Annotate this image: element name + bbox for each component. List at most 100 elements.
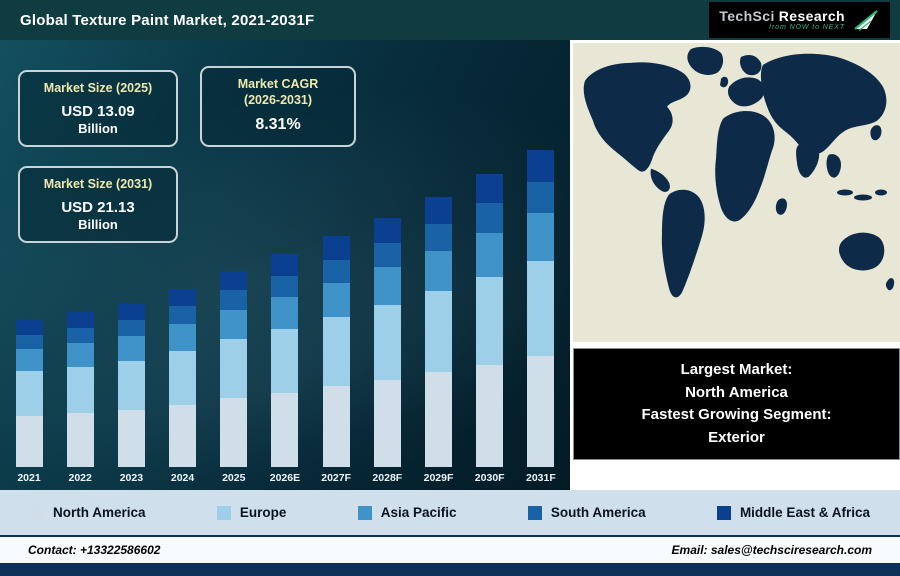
- region-madagascar: [775, 198, 787, 215]
- bar-segment-europe: [15, 371, 43, 416]
- region-southeast-asia: [826, 154, 841, 178]
- bar-segment-north-america: [425, 372, 452, 467]
- legend-item-north-america: North America: [30, 505, 146, 520]
- bar-segment-middle-east-africa: [117, 303, 145, 320]
- logo-tagline: from NOW to NEXT: [769, 24, 845, 32]
- legend-label-middle-east-africa: Middle East & Africa: [739, 505, 870, 520]
- market-size-2025-unit: Billion: [78, 121, 118, 137]
- bar-segment-europe: [220, 339, 248, 399]
- logo-brand-primary: TechSci: [719, 7, 775, 24]
- bar-segment-asia-pacific: [15, 349, 43, 372]
- bar-segment-europe: [476, 276, 504, 365]
- bar-segment-north-america: [476, 364, 504, 467]
- bar-segment-south-america: [15, 334, 43, 350]
- x-axis-label: 2030F: [474, 472, 505, 484]
- stacked-bar: [169, 288, 197, 467]
- stacked-bar: [66, 312, 94, 467]
- bar-segment-middle-east-africa: [373, 217, 401, 243]
- bar-group-2029f: 2029F: [423, 196, 454, 484]
- bar-segment-north-america: [220, 398, 248, 467]
- x-axis-label: 2027F: [321, 472, 352, 484]
- logo-brand: TechSci Research: [719, 8, 845, 24]
- bar-segment-middle-east-africa: [220, 270, 248, 291]
- legend-swatch-middle-east-africa: [716, 505, 731, 520]
- market-size-2025-box: Market Size (2025) USD 13.09 Billion: [18, 70, 178, 148]
- legend-swatch-asia-pacific: [357, 505, 372, 520]
- legend-label-europe: Europe: [239, 505, 287, 520]
- bar-group-2027f: 2027F: [321, 236, 351, 484]
- continent-greenland: [687, 46, 724, 75]
- map-continents: [583, 46, 895, 298]
- x-axis-label: 2021: [17, 472, 41, 484]
- bars-row: 2021 2022 2023 2024 2025 2026E 2027F 2028F 2029F…: [14, 150, 556, 484]
- bar-segment-north-america: [373, 379, 401, 467]
- legend-label-north-america: North America: [53, 505, 146, 520]
- legend-item-south-america: South America: [527, 505, 646, 520]
- bar-group-2030f: 2030F: [475, 174, 505, 484]
- bar-segment-middle-east-africa: [425, 196, 452, 224]
- paper-plane-icon: [854, 10, 878, 31]
- stacked-bar: [322, 236, 350, 467]
- x-axis-label: 2029F: [423, 472, 454, 484]
- stacked-bar: [527, 150, 555, 467]
- bar-segment-europe: [169, 351, 197, 405]
- bar-segment-north-america: [527, 356, 555, 467]
- continent-north-america: [583, 62, 691, 172]
- region-indonesia: [875, 189, 887, 196]
- logo-brand-secondary: Research: [778, 7, 845, 24]
- bar-segment-south-america: [169, 306, 197, 325]
- continent-australia: [838, 232, 885, 271]
- stacked-bar: [117, 303, 145, 467]
- bar-segment-europe: [425, 291, 452, 373]
- bar-group-2025: 2025: [219, 270, 249, 484]
- market-cagr-title: Market CAGR: [237, 77, 319, 91]
- continent-africa: [715, 111, 775, 222]
- bar-group-2028f: 2028F: [372, 217, 402, 484]
- page-title: Global Texture Paint Market, 2021-2031F: [20, 11, 315, 29]
- bar-segment-south-america: [117, 319, 145, 337]
- fastest-segment-label: Fastest Growing Segment:: [641, 406, 832, 423]
- footer: Contact: +13322586602 Email: sales@techs…: [0, 535, 900, 563]
- footer-contact: Contact: +13322586602: [28, 543, 161, 557]
- largest-market-value: North America: [685, 383, 788, 401]
- bar-segment-north-america: [66, 412, 94, 467]
- bar-segment-asia-pacific: [117, 336, 145, 361]
- bar-segment-europe: [117, 360, 145, 410]
- bar-segment-middle-east-africa: [169, 288, 197, 307]
- bar-segment-middle-east-africa: [476, 174, 504, 204]
- bar-segment-south-america: [220, 290, 248, 310]
- region-new-zealand: [885, 278, 895, 291]
- bottom-bar: [0, 563, 900, 576]
- bar-segment-middle-east-africa: [271, 254, 299, 276]
- legend-label-asia-pacific: Asia Pacific: [380, 505, 457, 520]
- bar-segment-asia-pacific: [425, 250, 452, 292]
- bar-segment-asia-pacific: [66, 343, 94, 367]
- bar-segment-south-america: [425, 223, 452, 251]
- continent-asia: [760, 53, 887, 154]
- x-axis-label: 2024: [170, 472, 195, 484]
- x-axis-label: 2022: [68, 472, 92, 484]
- bar-segment-europe: [322, 317, 350, 387]
- stacked-bar: [220, 270, 248, 467]
- continent-europe: [727, 77, 765, 107]
- chart-area: Market Size (2025) USD 13.09 Billion Mar…: [0, 40, 570, 490]
- legend: North America Europe Asia Pacific South Ame…: [0, 490, 900, 535]
- bar-segment-europe: [66, 366, 94, 413]
- stacked-bar: [425, 196, 452, 467]
- market-cagr-subtitle: (2026-2031): [243, 92, 313, 107]
- x-axis-label: 2031F: [525, 472, 556, 484]
- region-japan: [870, 125, 882, 141]
- stacked-bar: [373, 217, 401, 467]
- market-cagr-value: 8.31%: [255, 116, 301, 134]
- bar-segment-south-america: [373, 242, 401, 268]
- bar-segment-europe: [527, 260, 555, 356]
- region-india: [796, 143, 820, 178]
- stacked-bar: [15, 319, 43, 467]
- market-size-2025-value: USD 13.09: [61, 102, 135, 120]
- logo-text: TechSci Research from NOW to NEXT: [719, 8, 845, 32]
- header: Global Texture Paint Market, 2021-2031F …: [0, 0, 900, 40]
- stacked-bar: [476, 174, 504, 467]
- market-size-2031-title: Market Size (2031): [43, 177, 153, 191]
- footer-email: Email: sales@techsciresearch.com: [671, 543, 872, 557]
